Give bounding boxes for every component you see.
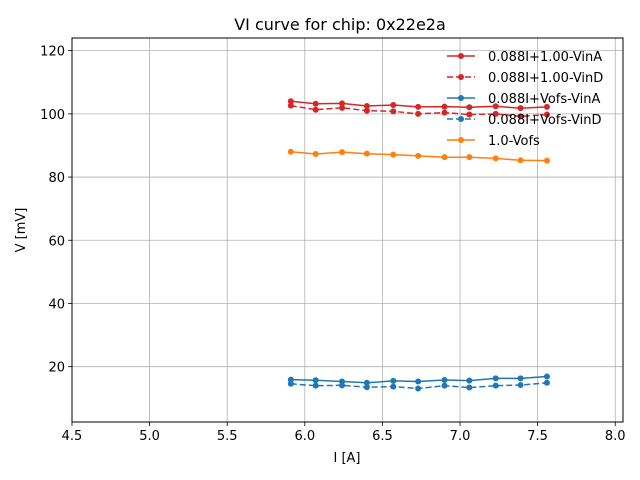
data-point	[363, 384, 370, 391]
legend-marker	[458, 95, 464, 101]
x-tick-label: 6.5	[372, 429, 393, 444]
data-point	[390, 108, 397, 115]
y-tick-label: 60	[48, 234, 65, 249]
data-point	[492, 110, 499, 117]
data-point	[492, 103, 499, 110]
data-point	[363, 107, 370, 114]
y-tick-label: 40	[48, 297, 65, 312]
data-point	[312, 106, 319, 113]
plot-frame	[71, 37, 624, 423]
data-point	[312, 100, 319, 107]
data-point	[390, 383, 397, 390]
y-tick-label: 100	[40, 108, 65, 123]
x-tick-label: 4.5	[62, 429, 83, 444]
data-point	[363, 102, 370, 109]
data-point	[415, 103, 422, 110]
legend: 0.088I+1.00-VinA 0.088I+1.00-VinD 0.088I+V…	[447, 50, 603, 149]
x-axis-label: I [A]	[333, 451, 360, 466]
data-point	[363, 379, 370, 386]
axis-ticks: 4.5 5.0 5.5 6.0 6.5 7.0 7.5 8.0 20 40 60 80 100 120	[40, 45, 625, 444]
data-point	[287, 148, 294, 155]
y-tick-label: 20	[48, 361, 65, 376]
data-point	[312, 150, 319, 157]
data-point	[492, 155, 499, 162]
y-tick-label: 80	[48, 171, 65, 186]
legend-marker	[458, 116, 464, 122]
data-point	[312, 377, 319, 384]
data-point	[339, 149, 346, 156]
data-point	[415, 385, 422, 392]
data-point	[441, 103, 448, 110]
data-point	[415, 152, 422, 159]
data-point	[466, 111, 473, 118]
grid-lines	[71, 38, 623, 422]
x-tick-label: 5.5	[217, 429, 238, 444]
data-point	[517, 105, 524, 112]
chart-title: VI curve for chip: 0x22e2a	[234, 15, 446, 34]
legend-label: 0.088I+1.00-VinA	[488, 50, 602, 65]
data-point	[339, 104, 346, 111]
data-point	[517, 113, 524, 120]
y-axis-label: V [mV]	[14, 208, 29, 253]
legend-label: 0.088I+Vofs-VinA	[488, 92, 601, 107]
series-layer	[287, 98, 550, 392]
legend-marker	[458, 53, 464, 59]
data-point	[466, 154, 473, 161]
data-point	[441, 154, 448, 161]
legend-label: 0.088I+1.00-VinD	[488, 71, 603, 86]
data-point	[441, 376, 448, 383]
x-tick-label: 5.0	[139, 429, 160, 444]
data-point	[517, 382, 524, 389]
data-point	[415, 110, 422, 117]
data-point	[415, 378, 422, 385]
legend-label: 0.088I+Vofs-VinD	[488, 113, 602, 128]
data-point	[441, 382, 448, 389]
data-point	[466, 384, 473, 391]
data-point	[517, 157, 524, 164]
x-tick-label: 7.0	[450, 429, 471, 444]
data-point	[390, 151, 397, 158]
data-point	[339, 100, 346, 107]
data-point	[543, 157, 550, 164]
x-tick-label: 6.0	[294, 429, 315, 444]
data-point	[543, 379, 550, 386]
y-tick-label: 120	[40, 45, 65, 60]
data-point	[492, 375, 499, 382]
data-point	[390, 377, 397, 384]
legend-label: 1.0-Vofs	[488, 134, 540, 149]
data-point	[466, 104, 473, 111]
data-point	[287, 380, 294, 387]
data-point	[543, 103, 550, 110]
data-point	[543, 373, 550, 380]
data-point	[517, 375, 524, 382]
data-point	[312, 382, 319, 389]
data-point	[287, 98, 294, 105]
data-point	[543, 111, 550, 118]
data-point	[287, 376, 294, 383]
legend-marker	[458, 137, 464, 143]
x-tick-label: 8.0	[605, 429, 626, 444]
legend-marker	[458, 74, 464, 80]
data-point	[363, 150, 370, 157]
data-point	[390, 102, 397, 109]
data-point	[492, 382, 499, 389]
x-tick-label: 7.5	[527, 429, 548, 444]
data-point	[441, 109, 448, 116]
data-point	[339, 382, 346, 389]
data-point	[466, 377, 473, 384]
data-point	[287, 102, 294, 109]
